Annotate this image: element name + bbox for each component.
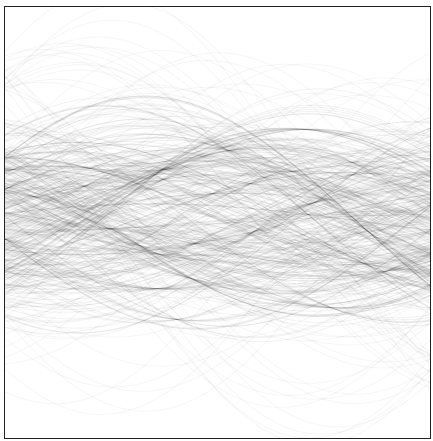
hough-image <box>0 0 433 441</box>
page: (() => { const data = JSON.parse(documen… <box>0 0 433 441</box>
